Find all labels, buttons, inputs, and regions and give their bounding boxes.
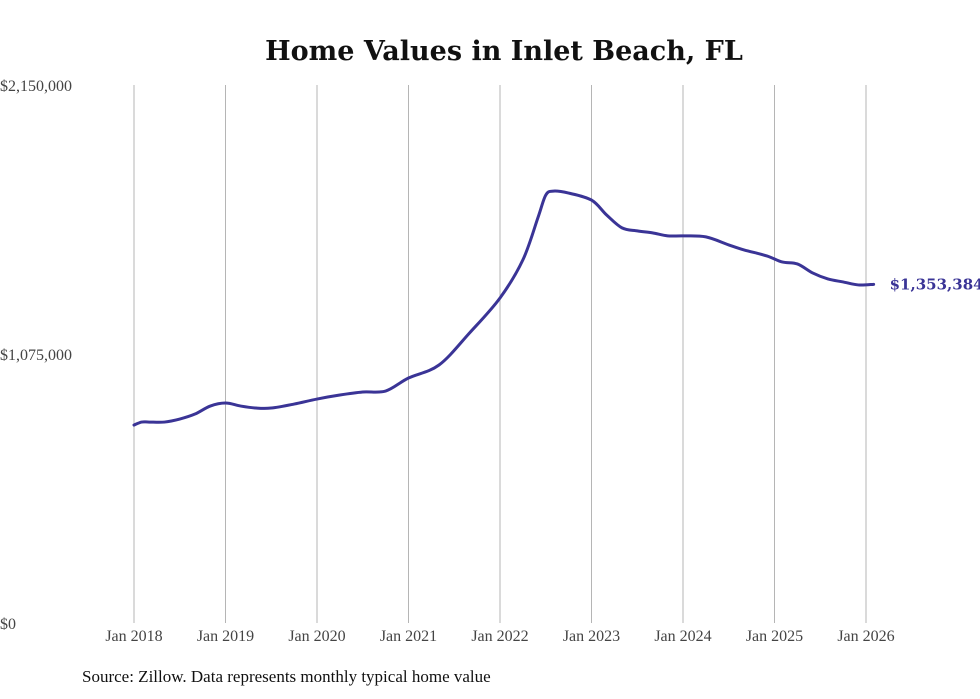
x-tick-label: Jan 2020 <box>288 628 345 645</box>
y-tick-label: $2,150,000 <box>0 78 72 95</box>
y-axis: $0 $1,075,000 $2,150,000 <box>0 78 72 633</box>
gridlines <box>133 85 867 623</box>
x-tick-label: Jan 2019 <box>197 628 254 645</box>
series-line <box>132 189 876 427</box>
x-tick-label: Jan 2025 <box>746 628 803 645</box>
x-tick-label: Jan 2024 <box>654 628 711 645</box>
x-axis: Jan 2018 Jan 2019 Jan 2020 Jan 2021 Jan 2022… <box>105 628 894 645</box>
series-group: $1,353,384 <box>132 189 980 427</box>
x-tick-label: Jan 2023 <box>563 628 620 645</box>
source-note: Source: Zillow. Data represents monthly … <box>82 667 491 686</box>
chart-title: Home Values in Inlet Beach, FL <box>265 36 743 67</box>
x-tick-label: Jan 2026 <box>837 628 894 645</box>
x-tick-label: Jan 2021 <box>380 628 437 645</box>
x-tick-label: Jan 2018 <box>105 628 162 645</box>
y-tick-label: $0 <box>0 616 16 633</box>
x-tick-label: Jan 2022 <box>471 628 528 645</box>
y-tick-label: $1,075,000 <box>0 347 72 364</box>
end-value-label: $1,353,384 <box>890 275 980 293</box>
